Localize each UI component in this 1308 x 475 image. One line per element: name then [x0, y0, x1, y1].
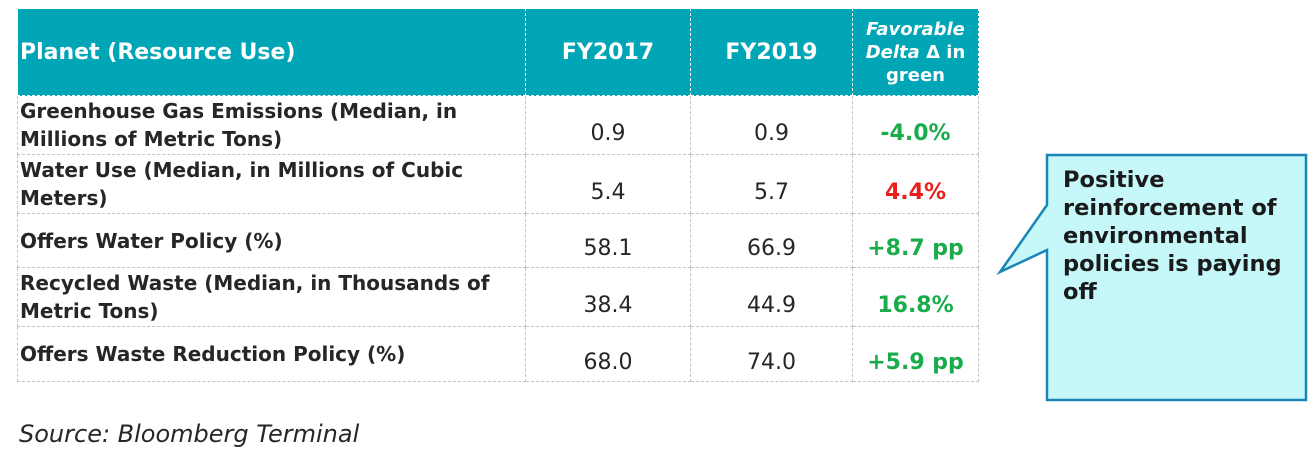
metric-cell: Water Use (Median, in Millions of Cubic … — [17, 154, 526, 214]
table-row: Offers Waste Reduction Policy (%) 68.0 7… — [17, 326, 979, 382]
fy2019-value: 44.9 — [747, 292, 796, 318]
fy2019-cell: 5.7 — [690, 154, 853, 214]
fy2017-value: 0.9 — [590, 120, 626, 146]
fy2017-cell: 5.4 — [525, 154, 691, 214]
table-header-row: Planet (Resource Use) FY2017 FY2019 Favo… — [17, 8, 979, 96]
fy2017-cell: 68.0 — [525, 326, 691, 382]
callout-text: Positive reinforcement of environmental … — [1063, 167, 1282, 305]
header-fy2017: FY2017 — [525, 8, 691, 96]
header-delta-line2a: Delta — [865, 41, 920, 63]
fy2019-cell: 44.9 — [690, 267, 853, 327]
header-metric: Planet (Resource Use) — [17, 8, 526, 96]
fy2019-cell: 0.9 — [690, 95, 853, 155]
metric-cell: Recycled Waste (Median, in Thousands of … — [17, 267, 526, 327]
table-row: Water Use (Median, in Millions of Cubic … — [17, 154, 979, 214]
metric-cell: Offers Water Policy (%) — [17, 213, 526, 268]
delta-value: +5.9 pp — [867, 349, 964, 375]
fy2017-value: 38.4 — [583, 292, 633, 318]
table-row: Offers Water Policy (%) 58.1 66.9 +8.7 p… — [17, 213, 979, 268]
header-fy2019: FY2019 — [690, 8, 853, 96]
fy2017-value: 5.4 — [590, 179, 626, 205]
header-favorable-delta: Favorable Delta Δ in green — [852, 8, 979, 96]
delta-value: 4.4% — [884, 179, 946, 205]
fy2019-value: 74.0 — [747, 349, 796, 375]
fy2017-cell: 38.4 — [525, 267, 691, 327]
fy2019-value: 5.7 — [754, 179, 789, 205]
delta-value: +8.7 pp — [867, 236, 964, 261]
fy2017-cell: 58.1 — [525, 213, 691, 268]
delta-cell: +5.9 pp — [852, 326, 979, 382]
delta-cell: -4.0% — [852, 95, 979, 155]
fy2019-value: 0.9 — [754, 120, 789, 146]
delta-value: -4.0% — [880, 120, 951, 146]
header-delta-line3: green — [886, 64, 945, 86]
fy2017-value: 58.1 — [583, 236, 633, 261]
header-delta-line1: Favorable — [866, 18, 965, 40]
source-note: Source: Bloomberg Terminal — [19, 420, 360, 448]
metric-cell: Greenhouse Gas Emissions (Median, in Mil… — [17, 95, 526, 155]
delta-cell: 16.8% — [852, 267, 979, 327]
fy2019-cell: 66.9 — [690, 213, 853, 268]
table-row: Recycled Waste (Median, in Thousands of … — [17, 267, 979, 327]
fy2019-cell: 74.0 — [690, 326, 853, 382]
delta-value: 16.8% — [877, 292, 954, 318]
delta-cell: +8.7 pp — [852, 213, 979, 268]
delta-cell: 4.4% — [852, 154, 979, 214]
fy2019-value: 66.9 — [747, 236, 796, 261]
fy2017-value: 68.0 — [583, 349, 633, 375]
resource-use-table: Planet (Resource Use) FY2017 FY2019 Favo… — [17, 8, 979, 382]
metric-cell: Offers Waste Reduction Policy (%) — [17, 326, 526, 382]
table-row: Greenhouse Gas Emissions (Median, in Mil… — [17, 95, 979, 155]
fy2017-cell: 0.9 — [525, 95, 691, 155]
header-delta-line2b: Δ in — [919, 41, 966, 63]
